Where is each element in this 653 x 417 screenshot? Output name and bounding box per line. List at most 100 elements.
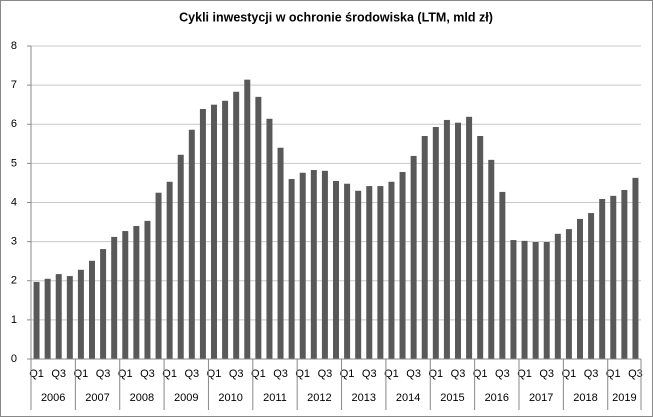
bar: [233, 91, 240, 360]
bar: [466, 116, 473, 359]
x-tick-label: Q1: [295, 368, 310, 380]
x-tick-label: Q3: [140, 368, 155, 380]
bar: [222, 100, 229, 360]
bar: [488, 159, 495, 359]
x-tick-label: Q3: [96, 368, 111, 380]
x-tick-label: Q1: [29, 368, 44, 380]
x-tick-label: Q3: [273, 368, 288, 380]
bar: [244, 79, 251, 360]
bar: [432, 126, 439, 360]
y-tick-label: 3: [11, 236, 17, 248]
bar: [344, 183, 351, 359]
bar: [388, 181, 395, 359]
x-tick-label: Q1: [384, 368, 399, 380]
bar: [133, 225, 140, 359]
bar: [310, 170, 317, 359]
x-tick-label: Q3: [451, 368, 466, 380]
bar: [410, 155, 417, 359]
year-label: 2008: [130, 392, 154, 404]
year-label: 2012: [307, 392, 331, 404]
y-tick-label: 5: [11, 157, 17, 169]
bar: [288, 179, 295, 359]
bar: [255, 96, 262, 360]
x-tick-label: Q1: [207, 368, 222, 380]
bar: [421, 135, 428, 359]
bar: [44, 278, 51, 359]
bar: [377, 186, 384, 359]
x-tick-label: Q3: [229, 368, 244, 380]
year-label: 2019: [612, 392, 636, 404]
x-tick-label: Q1: [606, 368, 621, 380]
bar: [100, 249, 107, 359]
x-tick-label: Q3: [539, 368, 554, 380]
y-tick-label: 4: [11, 196, 17, 208]
bar: [521, 240, 528, 359]
y-tick-label: 1: [11, 314, 17, 326]
bar: [66, 276, 73, 359]
x-tick-label: Q1: [251, 368, 266, 380]
y-tick-label: 6: [11, 118, 17, 130]
bar: [499, 191, 506, 359]
bar: [477, 135, 484, 359]
year-label: 2013: [351, 392, 375, 404]
x-tick-label: Q3: [628, 368, 643, 380]
x-tick-label: Q3: [584, 368, 599, 380]
bar: [177, 154, 184, 359]
bar: [122, 231, 129, 359]
x-tick-label: Q1: [118, 368, 133, 380]
x-tick-label: Q3: [406, 368, 421, 380]
bar: [55, 274, 62, 359]
x-tick-label: Q3: [51, 368, 66, 380]
bar: [155, 192, 162, 359]
y-tick-label: 7: [11, 79, 17, 91]
year-label: 2017: [529, 392, 553, 404]
year-label: 2009: [174, 392, 198, 404]
bar: [89, 260, 95, 359]
x-tick-label: Q1: [74, 368, 89, 380]
bar: [443, 119, 450, 359]
bar: [199, 108, 206, 360]
bar: [366, 186, 373, 359]
bar: [510, 240, 517, 359]
bar: [455, 122, 461, 359]
bar: [277, 147, 284, 359]
year-label: 2006: [41, 392, 65, 404]
year-label: 2010: [218, 392, 242, 404]
bar: [333, 180, 339, 359]
year-label: 2014: [396, 392, 420, 404]
bar: [166, 181, 173, 359]
bar: [77, 269, 84, 359]
bar: [266, 118, 273, 360]
year-label: 2007: [85, 392, 109, 404]
bar: [577, 218, 583, 359]
bar: [599, 198, 606, 359]
y-tick-label: 0: [11, 353, 17, 365]
y-tick-label: 8: [11, 40, 17, 52]
bar: [299, 172, 306, 359]
x-tick-label: Q3: [184, 368, 199, 380]
bar: [144, 220, 151, 359]
bar: [532, 242, 539, 359]
year-label: 2011: [263, 392, 287, 404]
x-tick-label: Q1: [562, 368, 577, 380]
x-tick-label: Q1: [428, 368, 443, 380]
bar: [632, 177, 639, 359]
bar: [188, 129, 195, 359]
year-label: 2015: [440, 392, 464, 404]
bar: [588, 213, 595, 359]
bar: [554, 233, 561, 359]
x-tick-label: Q1: [473, 368, 488, 380]
x-tick-label: Q1: [162, 368, 177, 380]
bar: [111, 236, 118, 359]
bar: [621, 189, 628, 359]
x-tick-label: Q1: [340, 368, 355, 380]
bar: [399, 171, 406, 359]
x-tick-label: Q3: [318, 368, 333, 380]
year-label: 2016: [485, 392, 509, 404]
y-tick-label: 2: [11, 275, 17, 287]
bar: [355, 190, 362, 359]
bar: [33, 281, 40, 359]
bar: [610, 195, 617, 359]
bar: [211, 104, 217, 359]
